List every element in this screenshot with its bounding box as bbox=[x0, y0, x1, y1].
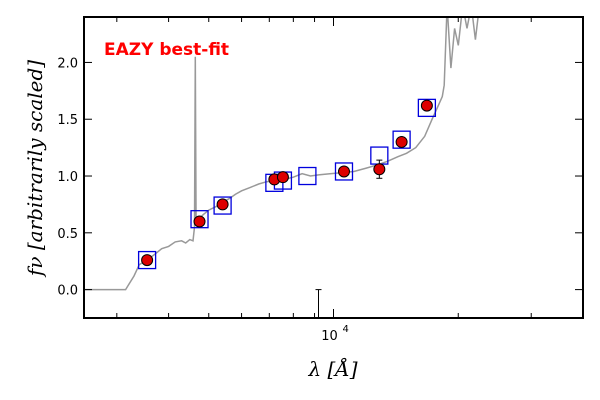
y-tick-label: 1.0 bbox=[57, 170, 78, 185]
y-tick-label: 0.5 bbox=[57, 227, 78, 242]
annotation-label: EAZY best-fit bbox=[104, 40, 229, 60]
observed-flux-point bbox=[337, 165, 350, 178]
y-tick-label: 1.5 bbox=[57, 113, 78, 128]
model-flux-square bbox=[392, 130, 411, 149]
observed-flux-point bbox=[141, 254, 154, 267]
plot-frame bbox=[83, 16, 584, 319]
model-flux-square bbox=[334, 162, 354, 181]
y-axis-label: fν [arbitrarily scaled] bbox=[23, 60, 47, 278]
model-flux-square bbox=[298, 166, 317, 186]
observed-flux-point bbox=[395, 135, 408, 148]
observed-flux-point bbox=[216, 198, 229, 211]
y-tick-label: 2.0 bbox=[57, 56, 78, 71]
x-axis-label: λ [Å] bbox=[307, 356, 357, 381]
model-flux-square bbox=[213, 196, 232, 215]
model-flux-square bbox=[417, 98, 437, 118]
observed-flux-point bbox=[193, 215, 206, 228]
model-flux-square bbox=[137, 250, 157, 270]
model-flux-square bbox=[190, 210, 209, 229]
x-tick-label: 10 bbox=[321, 329, 338, 344]
observed-flux-point bbox=[373, 163, 386, 176]
observed-flux-point bbox=[420, 99, 433, 112]
y-tick-label: 0.0 bbox=[57, 284, 78, 299]
x-tick-exponent: 4 bbox=[343, 324, 349, 335]
observed-flux-point bbox=[276, 171, 289, 184]
